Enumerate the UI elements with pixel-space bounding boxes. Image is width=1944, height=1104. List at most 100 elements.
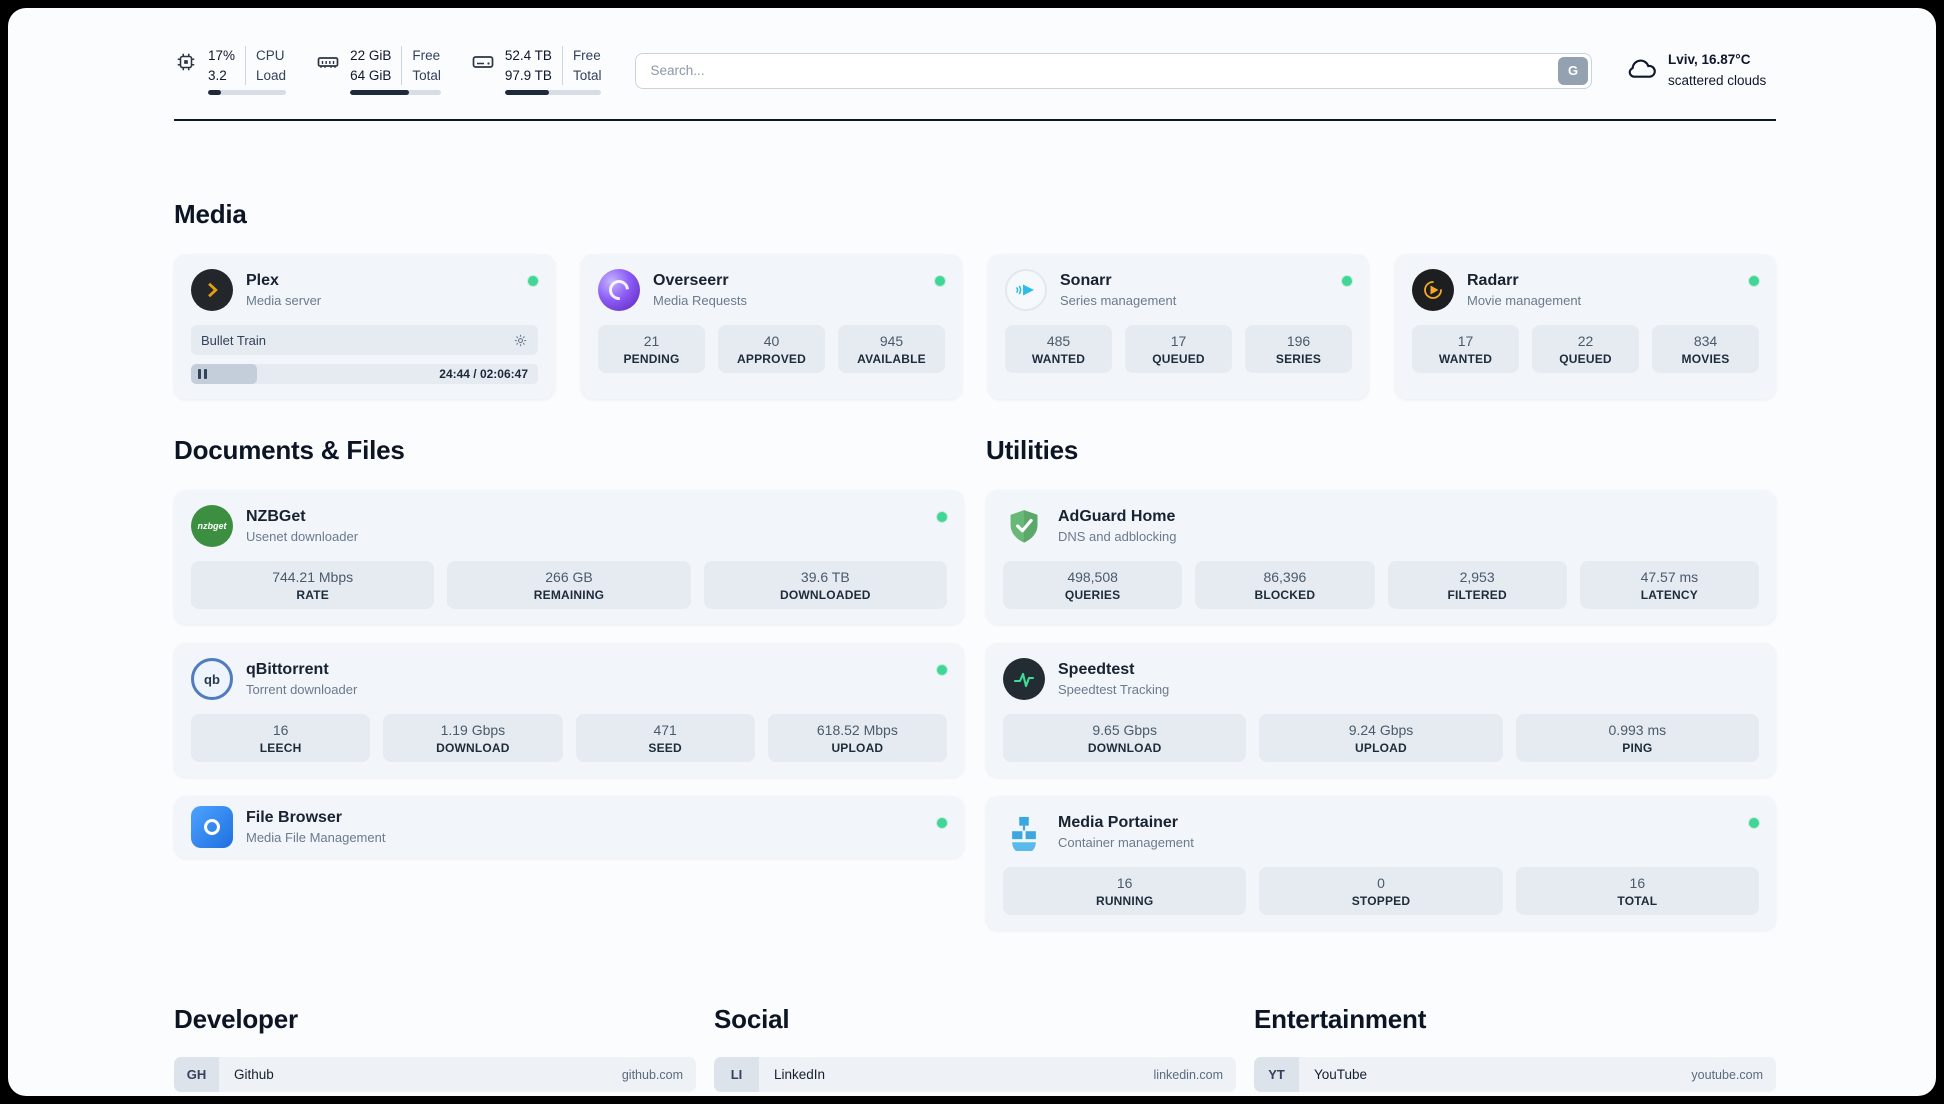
memory-ram-icon [316,50,340,74]
header-divider [174,119,1776,122]
cpu-usage-bar [208,90,287,96]
status-dot-online [528,276,538,287]
app-subtitle: Usenet downloader [246,529,359,545]
memory-usage-bar [350,90,441,96]
social-section-title: Social [714,1004,790,1035]
memory-label-bottom: Total [412,67,441,83]
disk-drive-icon [471,50,495,74]
portainer-icon [1003,811,1045,853]
github-icon: GH [174,1057,219,1093]
developer-section-title: Developer [174,1004,298,1035]
app-card-radarr[interactable]: Radarr Movie management 17 WANTED 22 QUE… [1395,254,1776,400]
app-subtitle: Series management [1060,293,1177,309]
stat-available: 945 AVAILABLE [838,325,945,374]
weather-location: Lviv, 16.87°C [1668,52,1751,68]
gear-icon[interactable] [513,333,528,348]
memory-label-top: Free [412,48,441,63]
weather-widget: Lviv, 16.87°C scattered clouds [1626,50,1776,91]
weather-condition: scattered clouds [1668,72,1767,88]
app-card-filebrowser[interactable]: File Browser Media File Management [174,796,964,859]
stat-movies: 834 MOVIES [1652,325,1759,374]
app-card-adguard[interactable]: AdGuard Home DNS and adblocking 498,508 … [986,490,1776,625]
youtube-icon: YT [1254,1057,1299,1093]
app-name: qBittorrent [246,661,329,679]
stat-latency: 47.57 ms LATENCY [1579,561,1759,610]
stat-download: 9.65 Gbps DOWNLOAD [1003,714,1247,763]
section-documents: Documents & Files nzbget NZBGet Usenet d… [174,435,964,930]
pause-icon[interactable] [198,369,207,380]
app-card-qbittorrent[interactable]: qb qBittorrent Torrent downloader 16 LEE… [174,643,964,778]
stat-wanted: 17 WANTED [1412,325,1519,374]
app-name: Sonarr [1060,272,1112,290]
utilities-section-title: Utilities [986,435,1079,466]
sonarr-icon [1005,269,1047,312]
nzbget-icon: nzbget [191,505,233,548]
bookmark-github[interactable]: GH Github github.com [174,1057,696,1093]
entertainment-section-title: Entertainment [1254,1004,1427,1035]
app-subtitle: Media server [246,293,322,309]
stat-download: 1.19 Gbps DOWNLOAD [383,714,563,763]
stat-queries: 498,508 QUERIES [1003,561,1183,610]
app-name: Speedtest [1058,661,1135,679]
app-name: NZBGet [246,508,306,526]
status-dot-online [1749,276,1759,287]
bookmark-youtube[interactable]: YT YouTube youtube.com [1254,1057,1776,1093]
stat-pending: 21 PENDING [598,325,705,374]
disk-widget: 52.4 TB 97.9 TB Free Total [471,46,602,96]
section-developer: Developer GH Github github.com SO StackO… [174,1004,696,1096]
app-card-speedtest[interactable]: Speedtest Speedtest Tracking 9.65 Gbps D… [986,643,1776,778]
app-subtitle: Container management [1058,835,1194,851]
stat-stopped: 0 STOPPED [1259,867,1503,916]
app-subtitle: Movie management [1467,293,1582,309]
qbittorrent-icon: qb [191,658,233,701]
stat-queued: 22 QUEUED [1532,325,1639,374]
status-dot-online [937,512,947,523]
app-card-nzbget[interactable]: nzbget NZBGet Usenet downloader 744.21 M… [174,490,964,625]
search-input[interactable] [635,52,1592,89]
app-card-plex[interactable]: Plex Media server Bullet Train [174,254,555,400]
status-dot-online [937,818,947,829]
app-name: Media Portainer [1058,814,1179,832]
filebrowser-icon [191,806,233,849]
search-bar: G [635,52,1592,89]
app-subtitle: DNS and adblocking [1058,529,1177,545]
search-engine-button[interactable]: G [1558,56,1588,85]
dashboard-page: 17% 3.2 CPU Load [8,8,1936,1096]
cpu-chip-icon [174,50,198,74]
stat-total: 16 TOTAL [1515,867,1759,916]
disk-total-value: 97.9 TB [504,67,552,83]
app-card-portainer[interactable]: Media Portainer Container management 16 … [986,796,1776,931]
memory-total-value: 64 GiB [350,67,392,83]
stat-blocked: 86,396 BLOCKED [1195,561,1375,610]
overseerr-icon [598,269,640,312]
playback-progress-bar[interactable]: 24:44 / 02:06:47 [191,364,538,385]
stat-ping: 0.993 ms PING [1515,714,1759,763]
app-name: Overseerr [653,272,729,290]
speedtest-icon [1003,658,1045,701]
section-utilities: Utilities [986,435,1776,931]
disk-label-bottom: Total [572,67,602,83]
stat-wanted: 485 WANTED [1005,325,1112,374]
app-subtitle: Torrent downloader [246,682,358,698]
app-card-sonarr[interactable]: Sonarr Series management 485 WANTED 17 Q… [988,254,1369,400]
cpu-widget: 17% 3.2 CPU Load [174,46,287,96]
status-dot-online [935,276,945,287]
stat-queued: 17 QUEUED [1125,325,1232,374]
app-name: File Browser [246,809,343,827]
disk-usage-bar [504,90,602,96]
stat-series: 196 SERIES [1245,325,1352,374]
stat-approved: 40 APPROVED [718,325,825,374]
stat-running: 16 RUNNING [1003,867,1247,916]
disk-label-top: Free [572,48,601,63]
cpu-label-top: CPU [256,48,285,63]
documents-section-title: Documents & Files [174,435,405,466]
app-subtitle: Media Requests [653,293,747,309]
stat-seed: 471 SEED [575,714,755,763]
section-media: Media Plex Media server [174,199,1776,400]
section-social: Social LI LinkedIn linkedin.com TW Twitt… [714,1004,1236,1096]
app-subtitle: Media File Management [246,830,386,846]
stat-upload: 618.52 Mbps UPLOAD [767,714,947,763]
bookmark-linkedin[interactable]: LI LinkedIn linkedin.com [714,1057,1236,1093]
now-playing-bar: Bullet Train [191,325,538,356]
app-card-overseerr[interactable]: Overseerr Media Requests 21 PENDING 40 A… [581,254,962,400]
